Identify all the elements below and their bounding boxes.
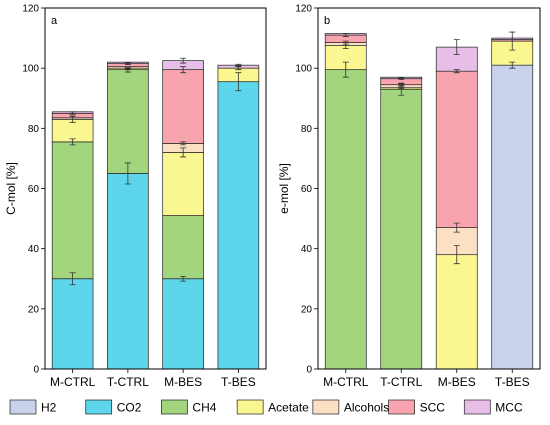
x-tick-label: M-CTRL	[323, 375, 369, 389]
bar-segment-ch4-m-ctrl	[324, 69, 367, 370]
y-tick-label: 60	[301, 184, 313, 195]
bar-segment-scc-m-bes	[435, 70, 478, 228]
error-bar-alcohols-m-ctrl	[342, 40, 349, 45]
y-tick-label: 20	[301, 304, 313, 315]
error-bar-co2-m-bes	[180, 275, 187, 282]
panel-label: b	[324, 15, 330, 27]
error-bar-alcohols-t-ctrl	[398, 83, 405, 87]
legend-item-acetate: Acetate	[236, 399, 309, 415]
error-bar-scc-m-ctrl	[342, 33, 349, 37]
legend-item-scc: SCC	[388, 399, 446, 415]
bar-segment-co2-m-ctrl	[51, 278, 94, 370]
legend-item-co2: CO2	[85, 399, 142, 415]
y-tick-label: 0	[306, 365, 312, 376]
x-tick-label: M-BES	[164, 375, 202, 389]
x-tick-label: M-CTRL	[50, 375, 96, 389]
error-bar-acetate-m-ctrl	[69, 115, 76, 123]
error-bar-mcc-m-bes	[453, 39, 460, 56]
error-bar-scc-m-bes	[453, 69, 460, 74]
error-bar-scc-m-ctrl	[69, 111, 76, 116]
error-bar-mcc-m-bes	[180, 57, 187, 64]
bar-segment-scc-m-bes	[162, 69, 204, 144]
error-bar-alcohols-m-bes	[453, 222, 460, 233]
error-bar-co2-t-ctrl	[124, 162, 131, 185]
y-tick-label: 60	[28, 184, 40, 195]
error-bar-ch4-m-ctrl	[69, 138, 76, 146]
legend-label: SCC	[420, 401, 446, 415]
y-axis-title: C-mol [%]	[4, 162, 18, 215]
error-bar-acetate-m-bes	[453, 245, 460, 265]
legend-label: Alcohols	[344, 401, 389, 415]
legend-label: H2	[41, 401, 57, 415]
legend-label: Acetate	[268, 401, 309, 415]
legend-label: CH4	[192, 401, 216, 415]
legend-item-ch4: CH4	[161, 399, 217, 415]
error-bar-co2-m-ctrl	[69, 272, 76, 286]
error-bar-scc-m-bes	[180, 66, 187, 74]
error-bar-ch4-m-ctrl	[342, 61, 349, 78]
legend-label: CO2	[117, 401, 142, 415]
legend-label: MCC	[495, 401, 523, 415]
legend: H2 CO2 CH4 Acetate Alcohols SCC MCC	[9, 399, 523, 415]
bar-segment-co2-t-bes	[217, 81, 260, 370]
bar-segment-h2-t-bes	[491, 64, 534, 370]
error-bar-mcc-t-bes	[235, 63, 242, 67]
y-tick-label: 100	[295, 64, 312, 75]
bar-segment-co2-m-bes	[162, 278, 204, 370]
bar-segment-acetate-m-bes	[162, 152, 204, 216]
x-tick-label: M-BES	[438, 375, 476, 389]
y-tick-label: 80	[301, 124, 313, 135]
legend-item-mcc: MCC	[463, 399, 523, 415]
legend-swatch	[236, 399, 264, 415]
legend-swatch	[312, 399, 340, 415]
y-tick-label: 120	[22, 4, 39, 15]
y-tick-label: 0	[33, 365, 39, 376]
error-bar-acetate-t-ctrl	[124, 66, 131, 70]
bar-segment-ch4-m-bes	[162, 215, 204, 280]
error-bar-alcohols-m-bes	[180, 141, 187, 146]
legend-swatch	[85, 399, 113, 415]
y-tick-label: 120	[295, 4, 312, 15]
bar-segment-ch4-m-ctrl	[51, 141, 94, 280]
error-bar-scc-t-ctrl	[398, 77, 405, 80]
x-tick-label: T-BES	[221, 375, 256, 389]
legend-swatch	[388, 399, 415, 415]
legend-swatch	[463, 399, 491, 415]
error-bar-acetate-m-bes	[180, 147, 187, 158]
y-axis-title: e-mol [%]	[277, 163, 291, 214]
bar-segment-co2-t-ctrl	[107, 173, 149, 370]
panel-label: a	[51, 15, 58, 27]
y-tick-label: 20	[28, 304, 40, 315]
y-tick-label: 100	[22, 64, 39, 75]
x-tick-label: T-CTRL	[107, 375, 149, 389]
legend-swatch	[9, 399, 37, 415]
x-tick-label: T-BES	[495, 375, 530, 389]
x-tick-label: T-CTRL	[380, 375, 422, 389]
bar-segment-acetate-m-bes	[435, 254, 478, 370]
bar-segment-ch4-t-ctrl	[107, 69, 149, 174]
error-bar-acetate-t-bes	[235, 66, 242, 71]
error-bar-h2-t-bes	[509, 61, 516, 69]
error-bar-acetate-t-ctrl	[398, 86, 405, 90]
y-tick-label: 80	[28, 124, 40, 135]
error-bar-scc-t-ctrl	[124, 62, 131, 65]
legend-item-alcohols: Alcohols	[312, 399, 389, 415]
error-bar-acetate-t-bes	[509, 31, 516, 51]
legend-swatch	[161, 399, 188, 415]
error-bar-co2-t-bes	[235, 72, 242, 92]
bar-segment-ch4-t-ctrl	[380, 88, 423, 370]
panel-b: M-CTRL T-CTRL M-BES T-BES 0 20 40 60 80 100 120 e-m…	[277, 4, 541, 389]
y-tick-label: 40	[28, 244, 40, 255]
y-tick-label: 40	[301, 244, 313, 255]
panel-a: M-CTRL T-CTRL M-BES T-BES 0 20 40 60 80 100 120 C-m…	[4, 4, 267, 389]
legend-item-h2: H2	[9, 399, 57, 415]
